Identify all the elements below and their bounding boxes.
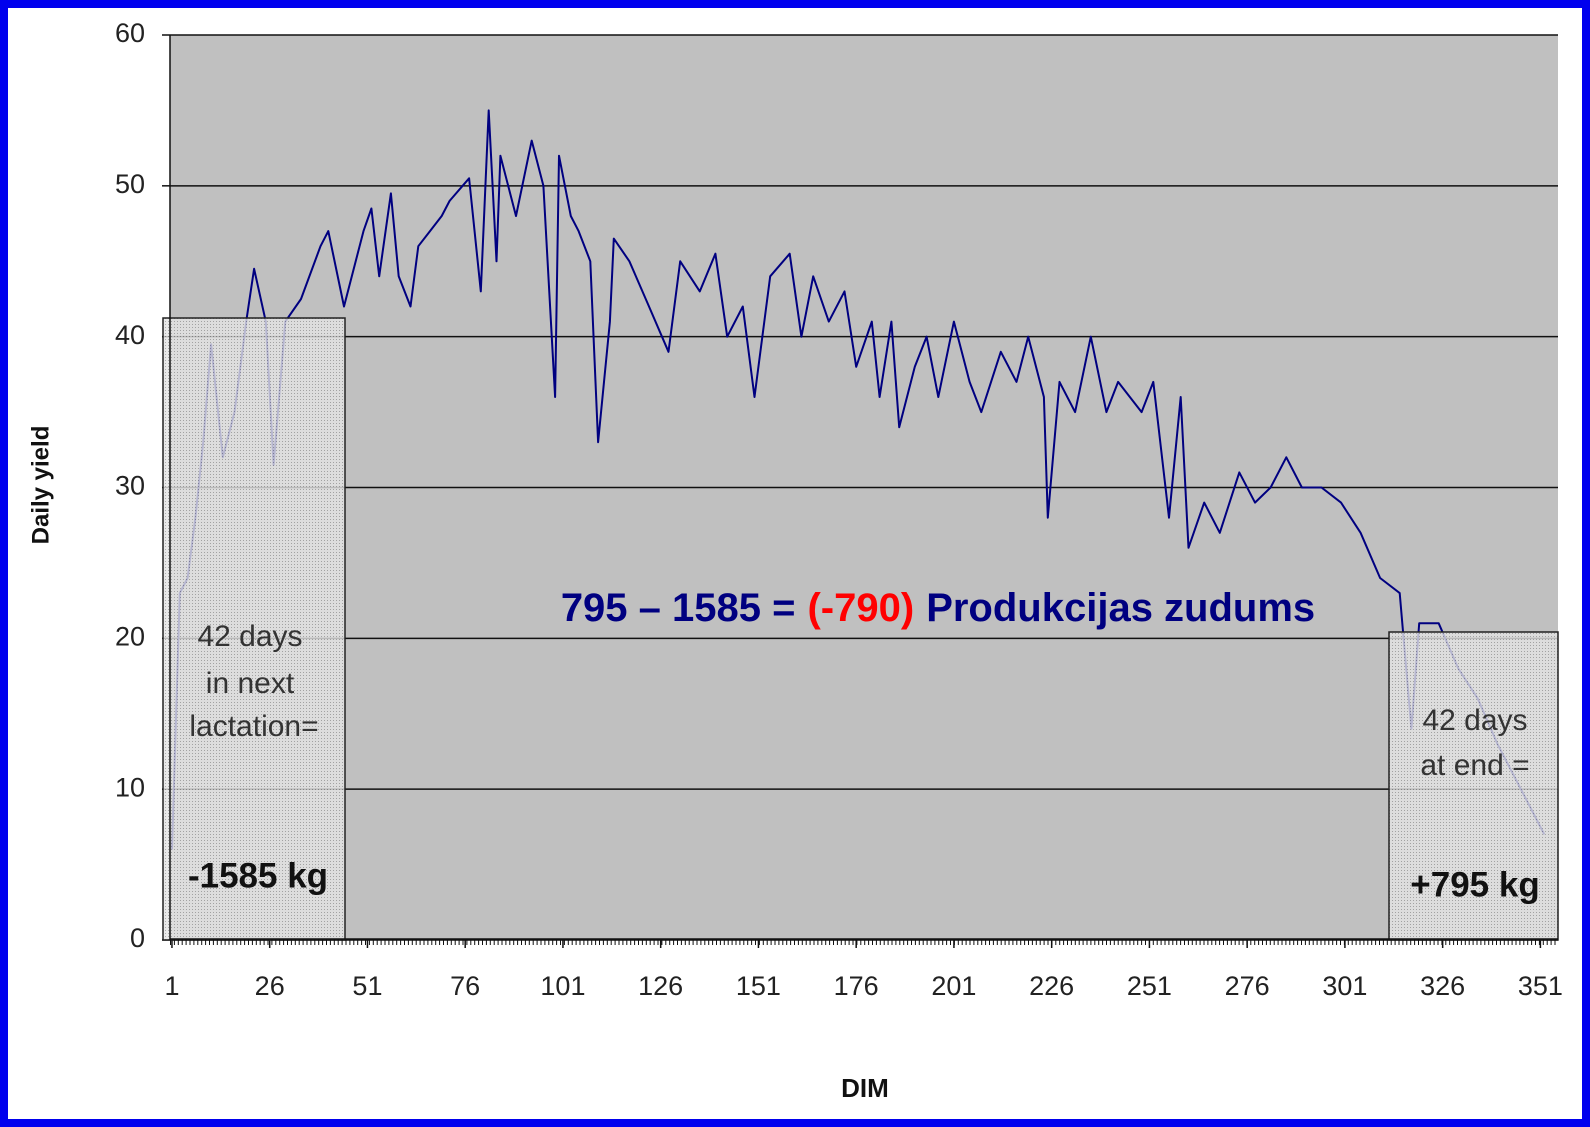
formula-part: Produkcijas zudums: [926, 586, 1315, 630]
y-tick-label: 40: [115, 320, 145, 350]
x-tick-label: 226: [1029, 971, 1074, 1001]
x-tick-label: 301: [1322, 971, 1367, 1001]
x-axis-title: DIM: [841, 1073, 889, 1103]
data-line: [171, 109, 1546, 850]
x-tick-label: 51: [352, 971, 382, 1001]
x-tick-label: 26: [255, 971, 285, 1001]
note-total: +795 kg: [1410, 865, 1539, 904]
x-tick-label: 326: [1420, 971, 1465, 1001]
x-tick-label: 176: [834, 971, 879, 1001]
note: lactation=: [189, 710, 318, 743]
x-tick-label: 76: [450, 971, 480, 1001]
formula: 795 – 1585 = (-790) Produkcijas zudums: [561, 586, 1315, 630]
y-tick-label: 30: [115, 471, 145, 501]
note: at end =: [1420, 749, 1529, 782]
y-tick-label: 20: [115, 621, 145, 651]
x-tick-label: 251: [1127, 971, 1172, 1001]
formula-part: 795 – 1585 =: [561, 586, 796, 630]
note: 42 days: [197, 620, 302, 653]
note-total: -1585 kg: [188, 856, 328, 895]
right-box: [1388, 631, 1559, 941]
x-tick-label: 351: [1518, 971, 1563, 1001]
y-tick-label: 0: [130, 923, 145, 953]
left-box: [162, 317, 346, 941]
x-tick-label: 101: [540, 971, 585, 1001]
note: in next: [206, 667, 295, 700]
y-tick-label: 10: [115, 772, 145, 802]
x-tick-label: 126: [638, 971, 683, 1001]
y-tick-label: 60: [115, 18, 145, 48]
y-tick-label: 50: [115, 169, 145, 199]
formula-loss: (-790): [807, 586, 914, 630]
y-axis-title: Daily yield: [27, 426, 54, 545]
x-tick-label: 201: [931, 971, 976, 1001]
x-tick-label: 276: [1225, 971, 1270, 1001]
note: 42 days: [1422, 704, 1527, 737]
x-tick-label: 151: [736, 971, 781, 1001]
x-tick-label: 1: [164, 971, 179, 1001]
